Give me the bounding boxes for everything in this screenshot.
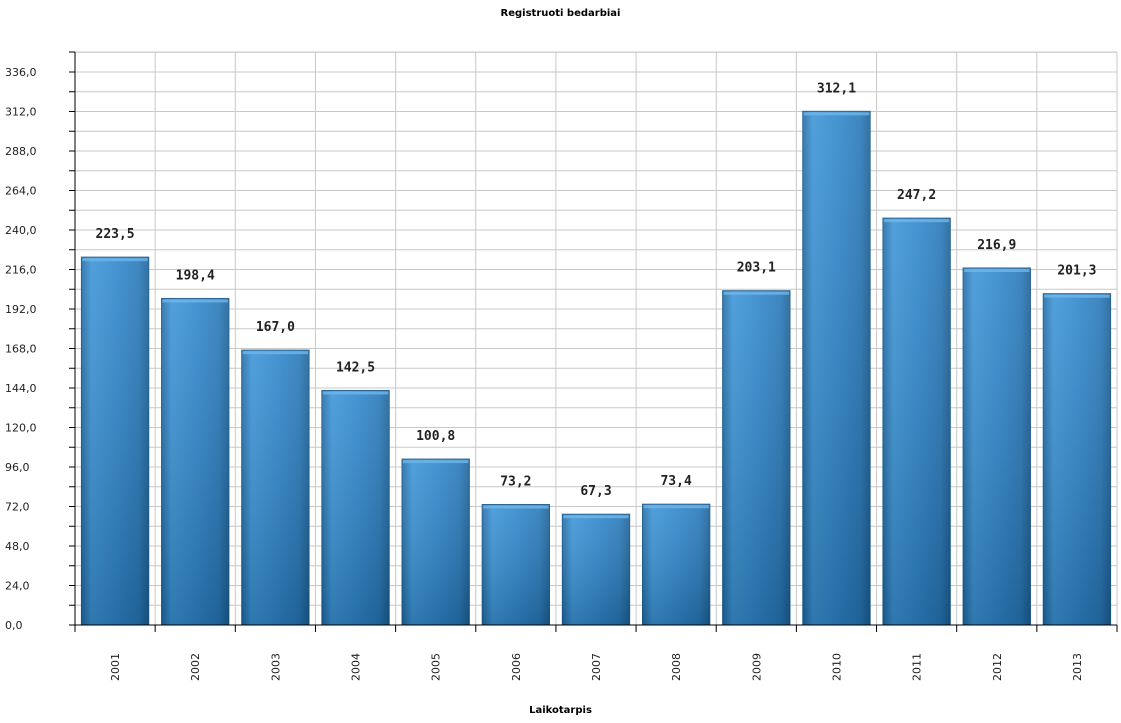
- bar-shade-2012: [963, 268, 1031, 625]
- x-tick-label-2013: 2013: [1071, 653, 1084, 681]
- data-label-2001: 223,5: [96, 227, 135, 242]
- y-tick-label: 240,0: [5, 224, 37, 237]
- bar-shade-2010: [802, 111, 871, 625]
- bar-cap-2004: [322, 391, 389, 395]
- x-tick-label-2006: 2006: [510, 653, 523, 681]
- bars: [80, 110, 1112, 626]
- y-tick-label: 216,0: [5, 264, 37, 277]
- data-label-2006: 73,2: [500, 475, 531, 490]
- x-tick-label-2003: 2003: [269, 653, 282, 681]
- data-label-2010: 312,1: [817, 81, 856, 96]
- data-label-2003: 167,0: [256, 320, 295, 335]
- bar-shade-2008: [642, 504, 710, 625]
- y-tick-label: 168,0: [5, 343, 37, 356]
- data-label-2002: 198,4: [176, 268, 215, 283]
- y-tick-label: 120,0: [5, 422, 37, 435]
- bar-cap-2012: [964, 269, 1030, 273]
- bar-shade-2006: [482, 504, 550, 625]
- x-tick-label-2001: 2001: [109, 653, 122, 681]
- bar-shade-2002: [161, 298, 229, 625]
- y-tick-label: 192,0: [5, 303, 37, 316]
- y-tick-label: 96,0: [5, 461, 30, 474]
- bar-cap-2007: [563, 515, 629, 519]
- data-label-2005: 100,8: [416, 429, 455, 444]
- data-label-2013: 201,3: [1057, 264, 1096, 279]
- labels: 223,5 198,4 167,0 142,5 100,8 73,2 67,3 73,4 203…: [5, 66, 1096, 681]
- data-label-2009: 203,1: [737, 261, 776, 276]
- data-label-2007: 67,3: [580, 484, 611, 499]
- x-tick-label-2009: 2009: [750, 653, 763, 681]
- bar-shade-2005: [402, 459, 470, 625]
- x-tick-label-2004: 2004: [350, 653, 363, 681]
- bar-cap-2013: [1044, 294, 1110, 298]
- bar-shade-2004: [321, 390, 390, 625]
- x-tick-label-2010: 2010: [830, 653, 843, 681]
- y-tick-label: 0,0: [5, 619, 23, 632]
- bar-cap-2011: [883, 219, 950, 223]
- bar-cap-2005: [403, 460, 469, 464]
- y-tick-label: 312,0: [5, 106, 37, 119]
- x-tick-label-2005: 2005: [430, 653, 443, 681]
- x-tick-label-2002: 2002: [189, 653, 202, 681]
- bar-cap-2009: [723, 291, 789, 295]
- axes: [69, 51, 1118, 632]
- y-tick-label: 144,0: [5, 382, 37, 395]
- data-label-2011: 247,2: [897, 188, 936, 203]
- bar-cap-2003: [242, 351, 309, 355]
- bar-shade-2001: [81, 257, 149, 625]
- y-tick-label: 336,0: [5, 66, 37, 79]
- bar-cap-2006: [483, 505, 549, 509]
- data-label-2012: 216,9: [977, 238, 1016, 253]
- chart-title: Registruoti bedarbiai: [500, 8, 621, 19]
- data-label-2004: 142,5: [336, 360, 375, 375]
- x-tick-label-2007: 2007: [590, 653, 603, 681]
- x-tick-label-2008: 2008: [670, 653, 683, 681]
- bar-shade-2009: [722, 290, 790, 625]
- y-tick-label: 24,0: [5, 580, 30, 593]
- data-label-2008: 73,4: [660, 474, 691, 489]
- bar-shade-2011: [882, 218, 951, 625]
- bar-cap-2008: [643, 505, 709, 509]
- x-tick-label-2012: 2012: [991, 653, 1004, 681]
- y-tick-label: 264,0: [5, 185, 37, 198]
- bar-cap-2001: [82, 258, 148, 262]
- bar-shade-2007: [562, 514, 630, 625]
- bar-shade-2013: [1043, 293, 1111, 625]
- x-tick-label-2011: 2011: [911, 653, 924, 681]
- bar-shade-2003: [241, 350, 310, 625]
- y-tick-label: 72,0: [5, 501, 30, 514]
- x-axis-label: Laikotarpis: [529, 705, 592, 716]
- y-tick-label: 48,0: [5, 540, 30, 553]
- bar-cap-2002: [162, 299, 228, 303]
- y-tick-label: 288,0: [5, 145, 37, 158]
- bar-cap-2010: [803, 112, 870, 116]
